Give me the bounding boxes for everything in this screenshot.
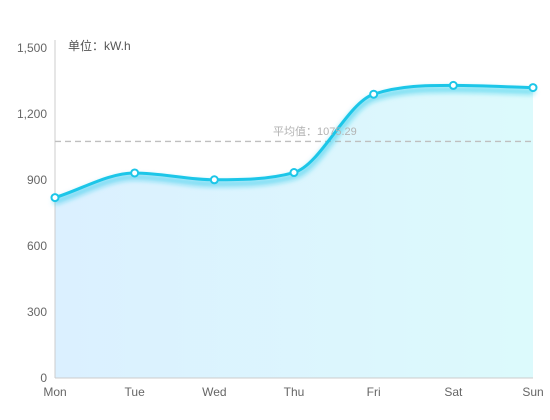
y-tick-label: 1,500 [17, 41, 47, 55]
marker-layer [50, 80, 538, 203]
x-tick-label: Sat [444, 385, 463, 399]
y-tick-label: 600 [27, 239, 47, 253]
unit-label: 单位：kW.h [68, 38, 131, 53]
area-layer [55, 85, 533, 379]
x-tick-label: Thu [284, 385, 305, 399]
label-layer: 单位：kW.h 平均值：1075.29 [68, 38, 357, 138]
x-tick-label: Wed [202, 385, 226, 399]
y-tick-label: 300 [27, 305, 47, 319]
series-area [55, 85, 533, 379]
y-tick-label: 900 [27, 173, 47, 187]
data-point [50, 193, 60, 203]
data-point [130, 168, 140, 178]
data-point [209, 175, 219, 185]
data-point [448, 80, 458, 90]
x-tick-label: Mon [43, 385, 66, 399]
y-tick-label: 0 [40, 371, 47, 385]
axis-layer: 0 300 600 900 1,200 1,500 Mon Tue Wed Thu Fri Sat Su… [17, 40, 544, 399]
x-tick-label: Tue [125, 385, 146, 399]
x-tick-label: Sun [522, 385, 543, 399]
y-tick-label: 1,200 [17, 107, 47, 121]
average-label: 平均值：1075.29 [273, 125, 357, 138]
data-point [528, 83, 538, 93]
data-point [289, 168, 299, 178]
x-tick-label: Fri [367, 385, 381, 399]
data-point [369, 89, 379, 99]
